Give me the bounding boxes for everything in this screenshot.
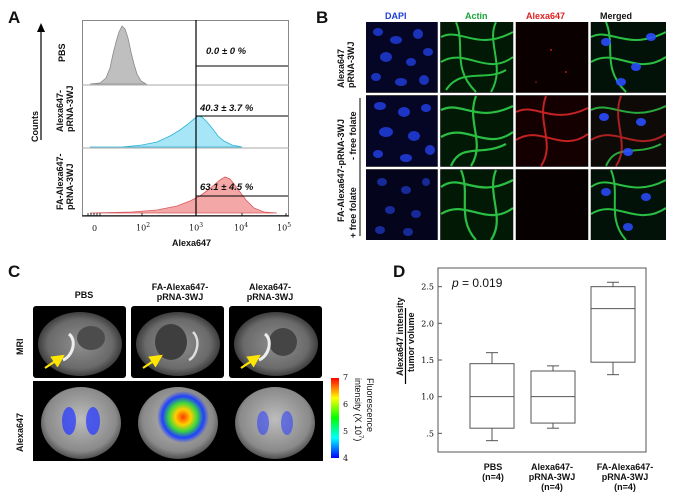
d-group-label-pbs: PBS (n=4): [482, 462, 504, 482]
d-ylabel-line2: tumor volume: [406, 312, 416, 372]
flow-histogram: [82, 20, 289, 217]
d-group-label-fa: FA-Alexa647- pRNA-3WJ (n=4): [596, 462, 654, 492]
fluorescence-row: [33, 381, 323, 461]
row-bracket: [359, 98, 361, 236]
x-tick-2: 103: [189, 222, 204, 233]
box: [469, 363, 515, 429]
c-col-label-pbs: PBS: [74, 290, 94, 300]
p-value: p = 0.019: [452, 276, 503, 290]
col-label-dapi: DAPI: [385, 11, 407, 21]
x-tick-4: 105: [277, 222, 292, 233]
hist-row-label-fa: FA-Alexa647- pRNA-3WJ: [55, 153, 75, 210]
panel-a-letter: A: [8, 8, 21, 27]
hist-pbs: [89, 25, 148, 85]
colorbar-label: Fluorescence intensity (X 107): [353, 378, 375, 442]
col-label-actin: Actin: [465, 11, 488, 21]
colorbar: [331, 378, 339, 458]
c-row-label-mri: MRI: [15, 338, 25, 356]
hist-row-label-pbs: PBS: [57, 43, 67, 62]
c-row-label-fluor: Alexa647: [15, 412, 25, 452]
box-plot: .5 1.0 1.5 2.0 2.5: [421, 267, 647, 453]
pct-alexa: 40.3 ± 3.7 %: [200, 103, 254, 114]
row2-images: [366, 95, 666, 167]
y-tick-label: 2.0: [421, 319, 434, 328]
d-ylabel-rule: [404, 308, 407, 384]
cb-tick-7: 7: [343, 373, 349, 382]
pct-fa: 63.1 ± 4.5 %: [200, 182, 254, 193]
y-tick-label: .5: [426, 429, 434, 438]
row3-images: [366, 169, 666, 240]
x-tick-0: 0: [92, 224, 98, 233]
cb-tick-6: 6: [343, 400, 349, 409]
row-label-plus-folate: + free folate: [348, 187, 358, 238]
counts-label: Counts: [30, 111, 40, 142]
row-label-alexa: Alexa647 pRNA-3WJ: [336, 41, 356, 89]
mri-row: [33, 306, 322, 378]
cb-tick-5: 5: [343, 427, 349, 436]
c-col-label-fa: FA-Alexa647- pRNA-3WJ: [151, 282, 209, 302]
row-label-minus-folate: - free folate: [348, 111, 358, 160]
panel-c-letter: C: [8, 262, 21, 281]
x-tick-3: 104: [234, 222, 249, 233]
x-tick-1: 102: [136, 222, 151, 233]
counts-axis-arrow: [37, 23, 45, 140]
pct-pbs: 0.0 ± 0 %: [206, 46, 247, 57]
x-axis-label: Alexa647: [172, 238, 212, 248]
row-label-fa: FA-Alexa647-pRNA-3WJ: [336, 118, 346, 222]
panel-b-letter: B: [316, 8, 329, 27]
col-label-merged: Merged: [600, 11, 633, 21]
hist-fa: [89, 176, 278, 214]
box: [590, 286, 636, 363]
d-group-label-alexa: Alexa647- pRNA-3WJ (n=4): [528, 462, 576, 492]
row1-images: [366, 22, 666, 93]
cb-tick-4: 4: [343, 454, 349, 463]
panel-d-letter: D: [393, 262, 406, 281]
c-col-label-alexa: Alexa647- pRNA-3WJ: [246, 282, 294, 302]
y-tick-label: 2.5: [421, 283, 434, 292]
col-label-alexa: Alexa647: [526, 11, 566, 21]
y-tick-label: 1.0: [421, 393, 434, 402]
y-tick-label: 1.5: [421, 356, 434, 365]
hist-row-label-alexa: Alexa647- pRNA-3WJ: [55, 85, 75, 133]
microscopy-grid: [366, 22, 666, 240]
